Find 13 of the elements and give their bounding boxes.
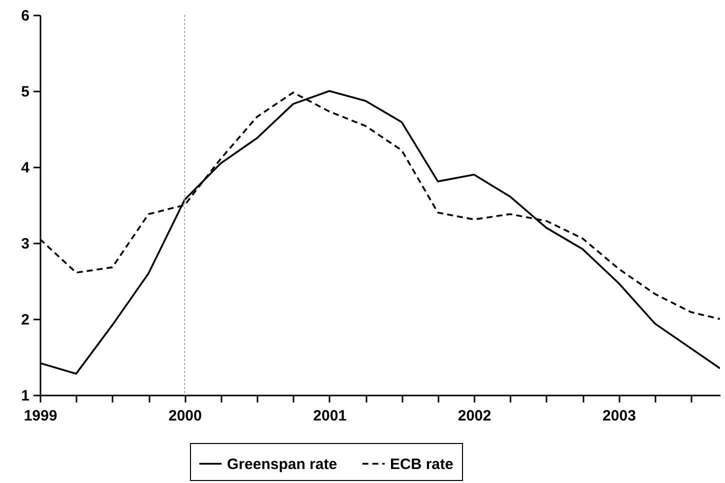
x-tick-label: 1999: [24, 408, 58, 424]
x-tick-label: 2003: [602, 408, 636, 424]
y-tick-label: 3: [21, 236, 30, 252]
legend-label: ECB rate: [390, 456, 454, 473]
y-tick-label: 1: [21, 388, 30, 404]
x-tick-label: 2001: [313, 408, 347, 424]
legend-label: Greenspan rate: [227, 456, 338, 473]
x-tick-label: 2002: [458, 408, 492, 424]
y-tick-label: 4: [21, 160, 30, 176]
y-tick-label: 5: [21, 84, 30, 100]
x-tick-label: 2000: [168, 408, 202, 424]
y-tick-label: 2: [21, 312, 30, 328]
y-tick-label: 6: [21, 8, 30, 24]
